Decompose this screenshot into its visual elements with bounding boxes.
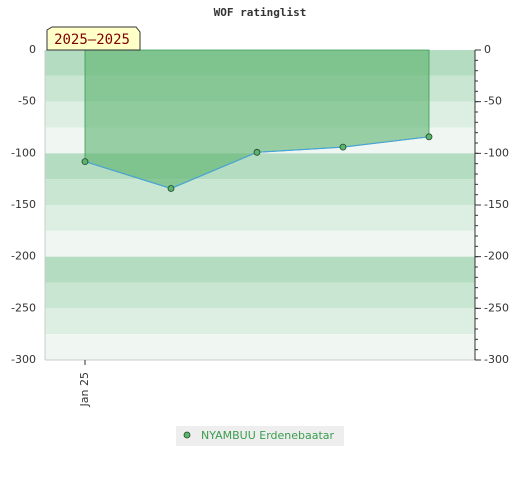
- point: [425, 133, 433, 141]
- y-tick-label: -300: [11, 353, 36, 366]
- band: [45, 230, 475, 257]
- band: [45, 179, 475, 205]
- band: [45, 334, 475, 360]
- band: [45, 308, 475, 335]
- point: [253, 148, 261, 156]
- y2-tick-label: -50: [484, 95, 502, 108]
- annotation: 2025—2025: [54, 32, 130, 48]
- y-tick-label: -100: [11, 146, 36, 159]
- y-tick-label: 0: [29, 43, 36, 56]
- y2-tick-label: 0: [484, 43, 491, 56]
- annotation-box: [46, 26, 141, 51]
- y2-tick-label: -150: [484, 198, 509, 211]
- y-tick-label: -200: [11, 250, 36, 263]
- y-tick-label: -150: [11, 198, 36, 211]
- band: [45, 282, 475, 309]
- legend-label: NYAMBUU Erdenebaatar: [201, 429, 335, 442]
- y2-tick-label: -250: [484, 301, 509, 314]
- point: [167, 185, 175, 192]
- legend-box: [176, 426, 344, 446]
- y2-tick-label: -100: [484, 146, 509, 159]
- y-tick-label: -250: [11, 301, 36, 314]
- legend-marker: [183, 431, 191, 439]
- band: [45, 205, 475, 231]
- point: [81, 158, 89, 166]
- point: [339, 143, 347, 151]
- chart-title: WOF ratinglist: [214, 6, 307, 19]
- band: [45, 256, 475, 283]
- y2-tick-label: -300: [484, 353, 509, 366]
- y2-tick-label: -200: [484, 250, 509, 263]
- y-tick-label: -50: [18, 95, 36, 108]
- x-tick-label: Jan 25: [78, 372, 91, 407]
